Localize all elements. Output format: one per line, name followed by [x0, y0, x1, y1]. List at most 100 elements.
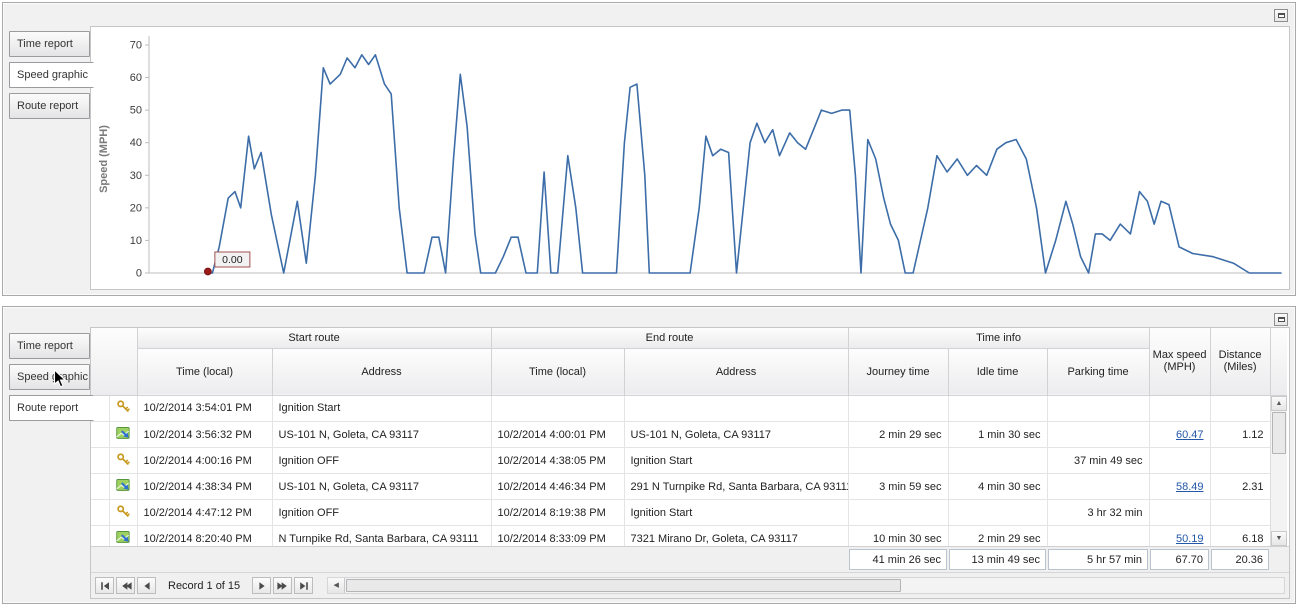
tab-label: Route report — [17, 402, 79, 414]
cell-parking-time — [1047, 473, 1150, 500]
tab-route-report[interactable]: Route report — [9, 395, 94, 421]
row-indicator — [91, 421, 110, 448]
cell-start-address: N Turnpike Rd, Santa Barbara, CA 93111 — [272, 525, 492, 546]
cell-end-address: US-101 N, Goleta, CA 93117 — [624, 421, 849, 448]
column-header-start-time[interactable]: Time (local) — [137, 348, 273, 396]
tab-label: Time report — [17, 340, 73, 352]
summary-max-speed: 67.70 — [1150, 549, 1209, 570]
summary-spacer — [91, 547, 848, 572]
first-record-button[interactable] — [95, 577, 114, 594]
last-icon — [299, 581, 308, 590]
max-speed-link[interactable]: 60.47 — [1175, 428, 1204, 441]
y-tick-label: 70 — [130, 40, 142, 52]
speed-line-chart: 0 10 20 30 40 50 60 70 Speed (MPH) 0.00 — [98, 36, 1282, 280]
cell-max-speed: 58.49 — [1149, 473, 1211, 500]
max-speed-link[interactable]: 58.49 — [1175, 480, 1204, 493]
cell-parking-time: 37 min 49 sec — [1047, 447, 1150, 474]
table-row[interactable]: 10/2/2014 3:56:32 PM US-101 N, Goleta, CA… — [91, 421, 1270, 448]
collapse-panel-button[interactable] — [1274, 9, 1288, 22]
tab-time-report[interactable]: Time report — [9, 333, 90, 359]
cell-max-speed: 60.47 — [1149, 421, 1211, 448]
cell-journey-time: 2 min 29 sec — [848, 421, 949, 448]
cell-idle-time: 4 min 30 sec — [948, 473, 1048, 500]
tab-time-report[interactable]: Time report — [9, 31, 90, 57]
cell-max-speed: 50.19 — [1149, 525, 1211, 546]
collapse-panel-button[interactable] — [1274, 313, 1288, 326]
speed-series-line — [207, 53, 1282, 274]
tab-route-report[interactable]: Route report — [9, 93, 90, 119]
prev-record-button[interactable] — [137, 577, 156, 594]
column-header-max-speed[interactable]: Max speed (MPH) — [1149, 328, 1211, 396]
tab-label: Speed graphic — [17, 371, 88, 383]
ignition-key-icon — [109, 447, 138, 474]
max-speed-link[interactable]: 50.19 — [1175, 532, 1204, 545]
table-row[interactable]: 10/2/2014 4:00:16 PM Ignition OFF 10/2/201… — [91, 447, 1270, 474]
speed-graphic-panel: Time report Speed graphic Route report 0… — [2, 2, 1296, 296]
cell-max-speed — [1149, 447, 1211, 474]
table-row[interactable]: 10/2/2014 8:20:40 PM N Turnpike Rd, Santa… — [91, 525, 1270, 546]
cell-end-address: 291 N Turnpike Rd, Santa Barbara, CA 931… — [624, 473, 849, 500]
cell-idle-time: 1 min 30 sec — [948, 421, 1048, 448]
cell-start-time: 10/2/2014 3:54:01 PM — [137, 395, 273, 422]
hscroll-thumb[interactable] — [346, 579, 901, 592]
cell-idle-time — [948, 447, 1048, 474]
scrollbar-header-spacer — [1270, 328, 1287, 396]
cell-distance — [1210, 395, 1270, 422]
prev-page-icon — [121, 581, 132, 590]
row-indicator — [91, 525, 110, 546]
column-header-parking-time[interactable]: Parking time — [1047, 348, 1150, 396]
column-header-distance[interactable]: Distance (Miles) — [1210, 328, 1271, 396]
next-record-button[interactable] — [252, 577, 272, 594]
cell-parking-time — [1047, 395, 1150, 422]
cell-end-address: Ignition Start — [624, 499, 849, 526]
y-tick-label: 60 — [130, 72, 142, 84]
y-tick-label: 20 — [130, 202, 142, 214]
cell-distance: 6.18 — [1210, 525, 1270, 546]
row-indicator — [91, 473, 110, 500]
prev-page-record-button[interactable] — [116, 577, 135, 594]
cell-distance: 2.31 — [1210, 473, 1270, 500]
cell-distance: 1.12 — [1210, 421, 1270, 448]
column-header-end-time[interactable]: Time (local) — [491, 348, 625, 396]
pager-buttons-left — [95, 577, 156, 594]
column-header-end-address[interactable]: Address — [624, 348, 849, 396]
cell-start-address: Ignition Start — [272, 395, 492, 422]
scrollbar-track[interactable]: ▲ ▼ — [1270, 396, 1287, 546]
scroll-down-button[interactable]: ▼ — [1271, 531, 1287, 546]
next-page-record-button[interactable] — [273, 577, 293, 594]
grid-body: 10/2/2014 3:54:01 PM Ignition Start 10/2/2… — [91, 395, 1270, 546]
table-row[interactable]: 10/2/2014 4:38:34 PM US-101 N, Goleta, CA… — [91, 473, 1270, 500]
cell-end-address: 7321 Mirano Dr, Goleta, CA 93117 — [624, 525, 849, 546]
scroll-left-button[interactable]: ◀ — [328, 578, 346, 593]
scroll-up-button[interactable]: ▲ — [1271, 396, 1287, 411]
last-record-button[interactable] — [294, 577, 314, 594]
tab-speed-graphic[interactable]: Speed graphic — [9, 364, 90, 390]
cell-start-time: 10/2/2014 3:56:32 PM — [137, 421, 273, 448]
row-indicator — [91, 395, 110, 422]
cell-idle-time: 2 min 29 sec — [948, 525, 1048, 546]
table-row[interactable]: 10/2/2014 4:47:12 PM Ignition OFF 10/2/201… — [91, 499, 1270, 526]
next-icon — [259, 581, 265, 590]
y-tick-label: 0 — [136, 268, 142, 280]
cell-start-address: US-101 N, Goleta, CA 93117 — [272, 421, 492, 448]
horizontal-scrollbar[interactable]: ◀ — [327, 577, 1285, 594]
pager-buttons-right — [252, 577, 314, 594]
table-row[interactable]: 10/2/2014 3:54:01 PM Ignition Start — [91, 395, 1270, 422]
scroll-thumb[interactable] — [1272, 412, 1286, 454]
tab-label: Time report — [17, 38, 73, 50]
bottom-report-tabs: Time report Speed graphic Route report — [9, 333, 94, 421]
cell-start-time: 10/2/2014 8:20:40 PM — [137, 525, 273, 546]
collapse-icon — [1277, 317, 1285, 322]
vertical-scrollbar[interactable]: ▲ ▼ — [1270, 328, 1287, 546]
summary-journey-time: 41 min 26 sec — [849, 549, 947, 570]
y-tick-label: 10 — [130, 235, 142, 247]
cell-end-time: 10/2/2014 4:38:05 PM — [491, 447, 625, 474]
row-indicator — [91, 499, 110, 526]
column-header-start-address[interactable]: Address — [272, 348, 492, 396]
collapse-icon — [1277, 13, 1285, 18]
column-header-journey-time[interactable]: Journey time — [848, 348, 949, 396]
y-tick-label: 50 — [130, 105, 142, 117]
tab-speed-graphic[interactable]: Speed graphic — [9, 62, 94, 88]
column-header-idle-time[interactable]: Idle time — [948, 348, 1048, 396]
